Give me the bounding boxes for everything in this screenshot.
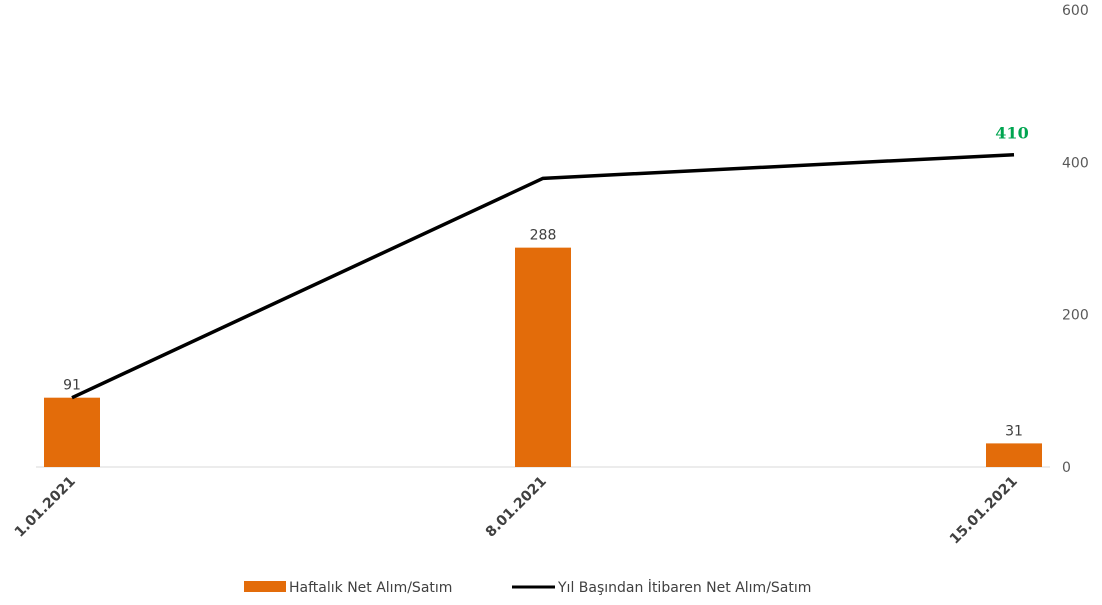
x-tick-label: 1.01.2021	[12, 474, 79, 541]
bar-data-label: 91	[63, 378, 81, 394]
y-tick-label: 0	[1062, 460, 1071, 476]
bar	[986, 443, 1042, 467]
line-data-label: 410	[995, 124, 1028, 143]
line-series	[71, 152, 1015, 400]
legend-swatch-bar	[244, 581, 286, 592]
bar	[515, 247, 571, 467]
bar-data-label: 31	[1005, 423, 1023, 439]
x-tick-label: 8.01.2021	[483, 474, 550, 541]
y-tick-label: 200	[1062, 308, 1089, 324]
legend-label-bar: Haftalık Net Alım/Satım	[289, 580, 452, 596]
x-tick-label: 15.01.2021	[947, 474, 1021, 548]
bar	[44, 397, 100, 467]
legend-label-line: Yıl Başından İtibaren Net Alım/Satım	[557, 578, 811, 596]
y-tick-label: 400	[1062, 155, 1089, 171]
y-tick-label: 600	[1062, 3, 1089, 19]
bar-data-label: 288	[530, 228, 557, 244]
